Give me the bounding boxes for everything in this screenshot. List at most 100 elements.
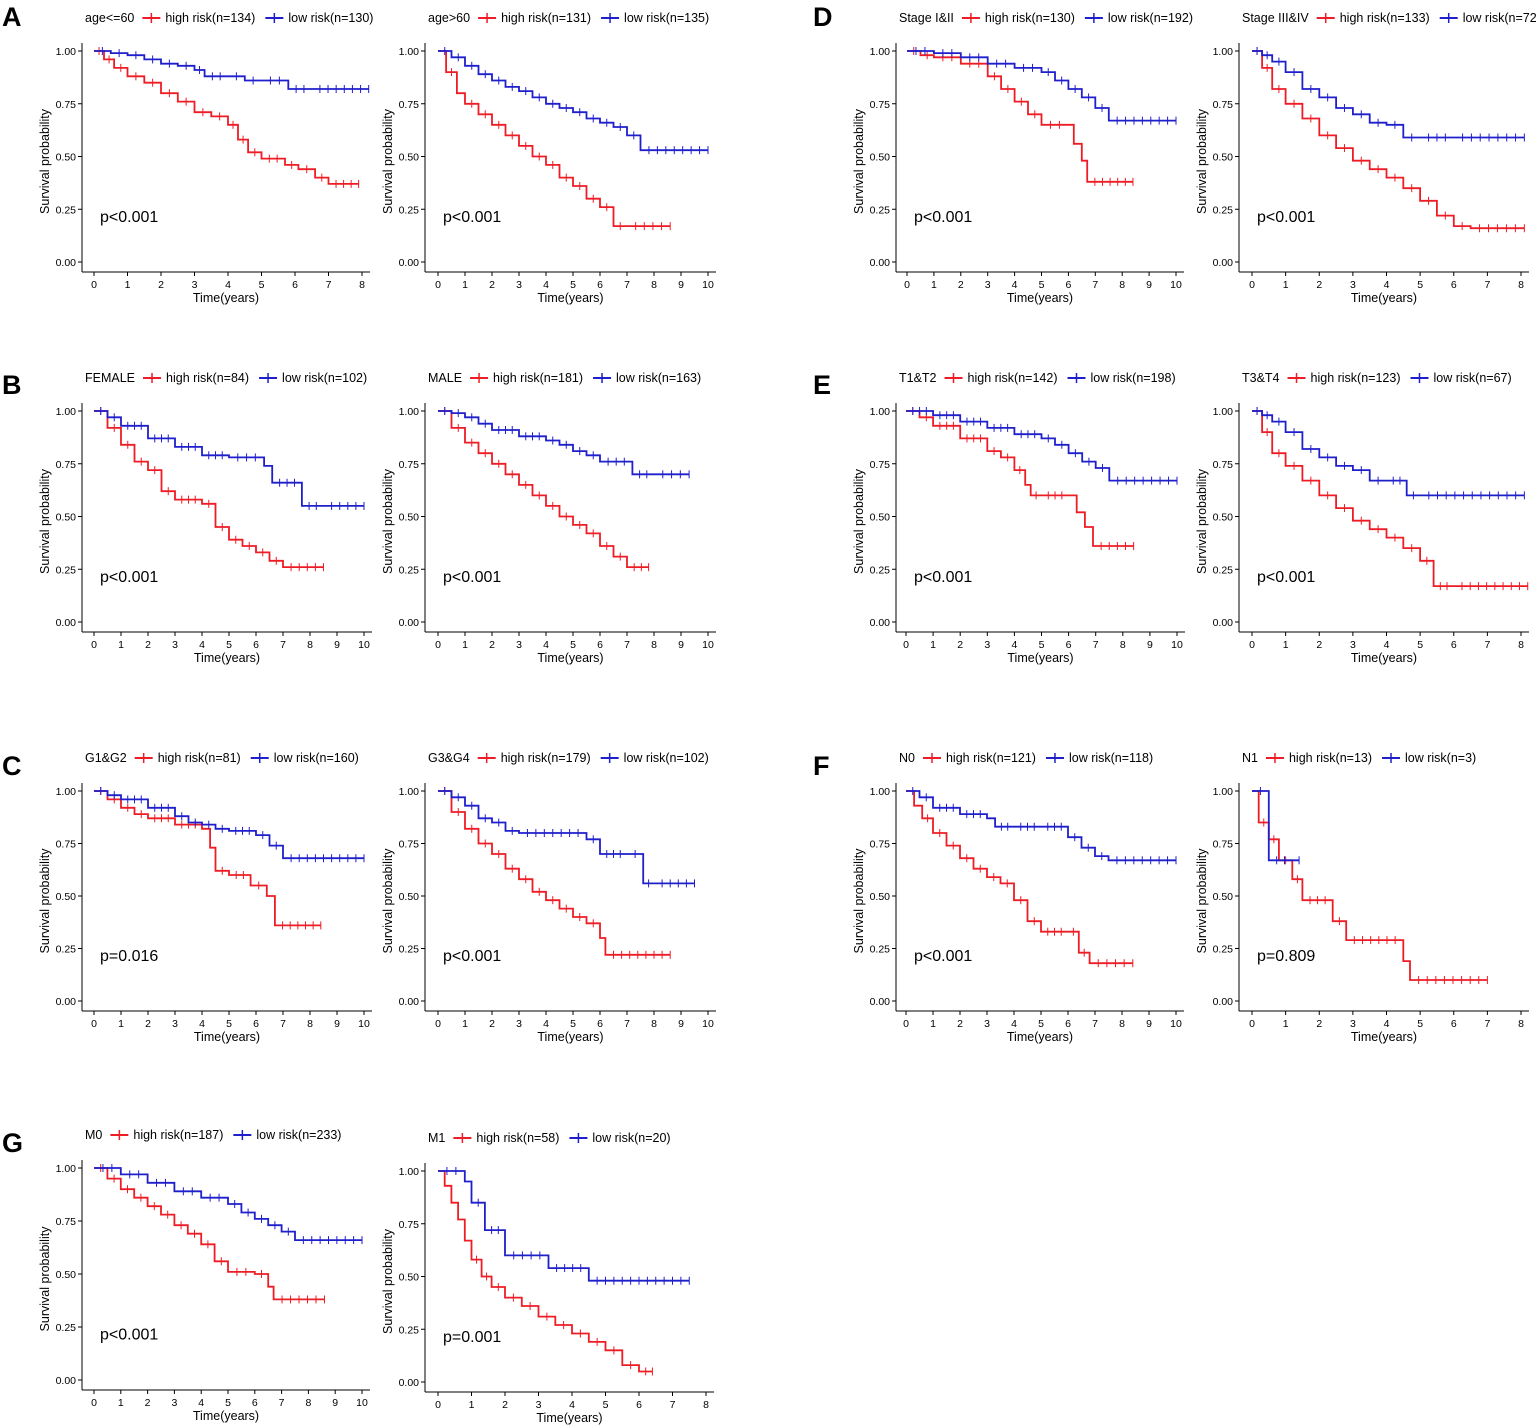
km-curve-low-risk [906,410,1177,482]
x-tick-label: 3 [192,279,198,291]
plots-group: 0.00 0.25 0.50 0.75 1.00 0 1 2 3 4 5 6 7 8 Time(years)… [38,11,1536,1425]
x-tick-label: 10 [356,1397,368,1409]
x-tick-label: 4 [543,1018,549,1030]
legend-title: N1 [1242,751,1258,765]
x-axis-title: Time(years) [194,1030,260,1044]
legend-label: low risk(n=135) [624,11,709,25]
y-axis-title: Survival probability [381,108,395,214]
p-value-label: p<0.001 [100,209,158,226]
x-tick-label: 1 [930,1018,936,1030]
x-tick-label: 0 [91,1018,97,1030]
legend-label: low risk(n=102) [282,371,367,385]
x-tick-label: 4 [1011,639,1017,651]
y-tick-label: 1.00 [399,1166,420,1178]
y-tick-label: 1.00 [1213,786,1234,798]
x-tick-label: 4 [199,639,205,651]
x-tick-label: 4 [225,279,231,291]
x-tick-label: 2 [1316,279,1322,291]
x-tick-label: 10 [702,1018,714,1030]
km-curve-low-risk [438,790,695,885]
y-tick-label: 0.00 [399,1377,420,1389]
panel-letter-g: G [2,1128,23,1158]
x-tick-label: 8 [359,279,365,291]
legend-title: M0 [85,1128,102,1142]
x-tick-label: 1 [118,1397,124,1409]
x-axis-title: Time(years) [537,651,603,665]
x-tick-label: 2 [958,279,964,291]
km-curve-low-risk [438,410,690,476]
km-curve-high-risk [1252,50,1525,230]
x-tick-label: 4 [1384,279,1390,291]
x-axis-title: Time(years) [1351,291,1417,305]
legend-label: high risk(n=13) [1289,751,1372,765]
x-tick-label: 5 [1038,1018,1044,1030]
y-axis-title: Survival probability [38,1226,52,1332]
x-tick-label: 1 [118,639,124,651]
y-tick-label: 0.25 [399,204,420,216]
x-tick-label: 5 [259,279,265,291]
y-tick-label: 1.00 [399,406,420,418]
km-plot-d1: 0.00 0.25 0.50 0.75 1.00 0 1 2 3 4 5 6 7 8 9 10 Time(yea… [852,11,1193,305]
y-tick-label: 0.25 [56,944,77,956]
x-tick-label: 1 [1283,639,1289,651]
x-tick-label: 3 [516,1018,522,1030]
legend-label: high risk(n=130) [985,11,1075,25]
x-tick-label: 3 [1350,1018,1356,1030]
p-value-label: p=0.001 [443,1329,501,1346]
y-tick-label: 0.25 [56,1322,77,1334]
legend-label: low risk(n=67) [1434,371,1512,385]
y-tick-label: 0.50 [399,891,420,903]
legend-label: high risk(n=181) [493,371,583,385]
x-tick-label: 6 [1451,1018,1457,1030]
panel-letter-e: E [813,370,831,400]
y-tick-label: 0.25 [56,564,77,576]
y-tick-label: 0.00 [56,996,77,1008]
x-tick-label: 0 [91,279,97,291]
km-curve-high-risk [906,790,1133,965]
x-axis-title: Time(years) [1007,651,1073,665]
x-tick-label: 8 [1119,1018,1125,1030]
legend-label: low risk(n=3) [1405,751,1476,765]
x-tick-label: 7 [1092,279,1098,291]
p-value-label: p<0.001 [443,569,501,586]
km-curve-low-risk [1252,410,1525,497]
x-tick-label: 8 [1518,639,1524,651]
p-value-label: p<0.001 [914,569,972,586]
y-tick-label: 0.50 [56,152,77,164]
x-tick-label: 7 [624,639,630,651]
x-tick-label: 9 [1146,279,1152,291]
x-axis-title: Time(years) [536,1411,602,1425]
x-tick-label: 7 [1484,279,1490,291]
x-tick-label: 5 [1039,279,1045,291]
x-tick-label: 2 [957,639,963,651]
y-axis-title: Survival probability [1195,848,1209,954]
km-plot-b1: 0.00 0.25 0.50 0.75 1.00 0 1 2 3 4 5 6 7 8 9 10 Time(yea… [38,371,372,665]
y-tick-label: 0.00 [399,996,420,1008]
y-tick-label: 0.25 [56,204,77,216]
p-value-label: p<0.001 [1257,209,1315,226]
x-tick-label: 8 [1120,639,1126,651]
x-tick-label: 0 [91,1397,97,1409]
p-value-label: p<0.001 [1257,569,1315,586]
x-tick-label: 6 [597,279,603,291]
x-tick-label: 8 [651,279,657,291]
x-tick-label: 8 [307,639,313,651]
y-tick-label: 0.00 [1213,257,1234,269]
y-tick-label: 0.25 [1213,564,1234,576]
x-tick-label: 4 [199,1018,205,1030]
p-value-label: p<0.001 [443,948,501,965]
x-tick-label: 7 [279,1397,285,1409]
y-tick-label: 0.00 [1213,996,1234,1008]
x-tick-label: 7 [1093,639,1099,651]
y-tick-label: 0.25 [1213,204,1234,216]
p-value-label: p<0.001 [100,1327,158,1344]
legend-title: G1&G2 [85,751,127,765]
y-tick-label: 0.50 [56,891,77,903]
x-tick-label: 1 [462,639,468,651]
p-value-label: p<0.001 [914,948,972,965]
x-tick-label: 0 [1249,279,1255,291]
legend-label: high risk(n=58) [476,1131,559,1145]
x-tick-label: 9 [678,639,684,651]
x-tick-label: 10 [358,639,370,651]
